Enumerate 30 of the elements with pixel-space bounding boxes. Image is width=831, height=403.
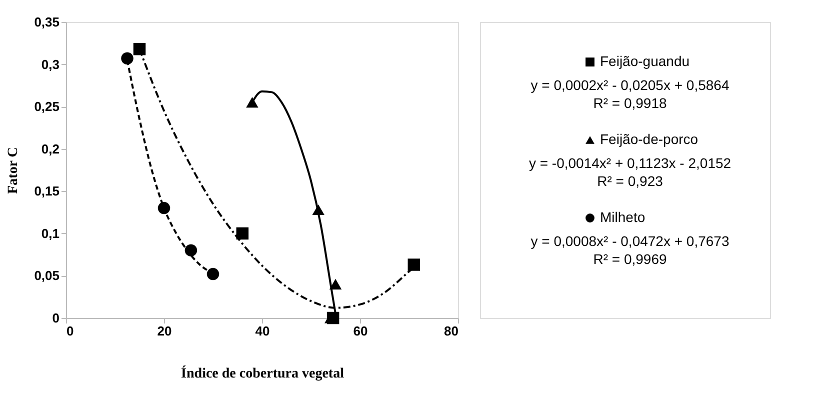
y-tick-label: 0,3 xyxy=(41,56,60,72)
x-tick-label: 80 xyxy=(444,324,458,338)
legend-label: Milheto xyxy=(600,209,646,225)
legend-label: Feijão-guandu xyxy=(600,53,690,69)
point xyxy=(184,244,198,256)
y-tick-label: 0,05 xyxy=(34,268,60,284)
point xyxy=(408,258,420,271)
y-tick-label: 0,25 xyxy=(34,99,60,114)
y-tick-label: 0,1 xyxy=(41,226,60,241)
x-tick-label: 0 xyxy=(66,324,74,338)
point xyxy=(329,278,342,290)
x-tick-label: 20 xyxy=(157,324,172,338)
text: R² = 0,923 xyxy=(597,173,664,189)
x-tick-label: 60 xyxy=(353,324,368,338)
point xyxy=(236,227,249,240)
x-tick-label: 40 xyxy=(255,324,270,338)
text: y = 0,0008x² - 0,0472x + 0,7673 xyxy=(530,233,730,249)
text: y = 0,0002x² - 0,0205x + 0,5864 xyxy=(530,77,730,93)
legend-label: Feijão-de-porco xyxy=(600,131,698,147)
y-axis-title: Fator C xyxy=(6,147,22,194)
point xyxy=(206,268,220,280)
y-tick-label: 0 xyxy=(52,310,60,326)
y-tick-label: 0,15 xyxy=(34,184,60,199)
point xyxy=(121,52,134,64)
y-tick-label: 0,35 xyxy=(34,14,60,30)
y-tick-label: 0,2 xyxy=(41,141,60,156)
text: R² = 0,9969 xyxy=(593,251,667,267)
x-axis-title: Índice de cobertura vegetal xyxy=(181,364,344,382)
text: R² = 0,9918 xyxy=(593,95,667,111)
text: y = -0,0014x² + 0,1123x - 2,0152 xyxy=(528,155,732,171)
